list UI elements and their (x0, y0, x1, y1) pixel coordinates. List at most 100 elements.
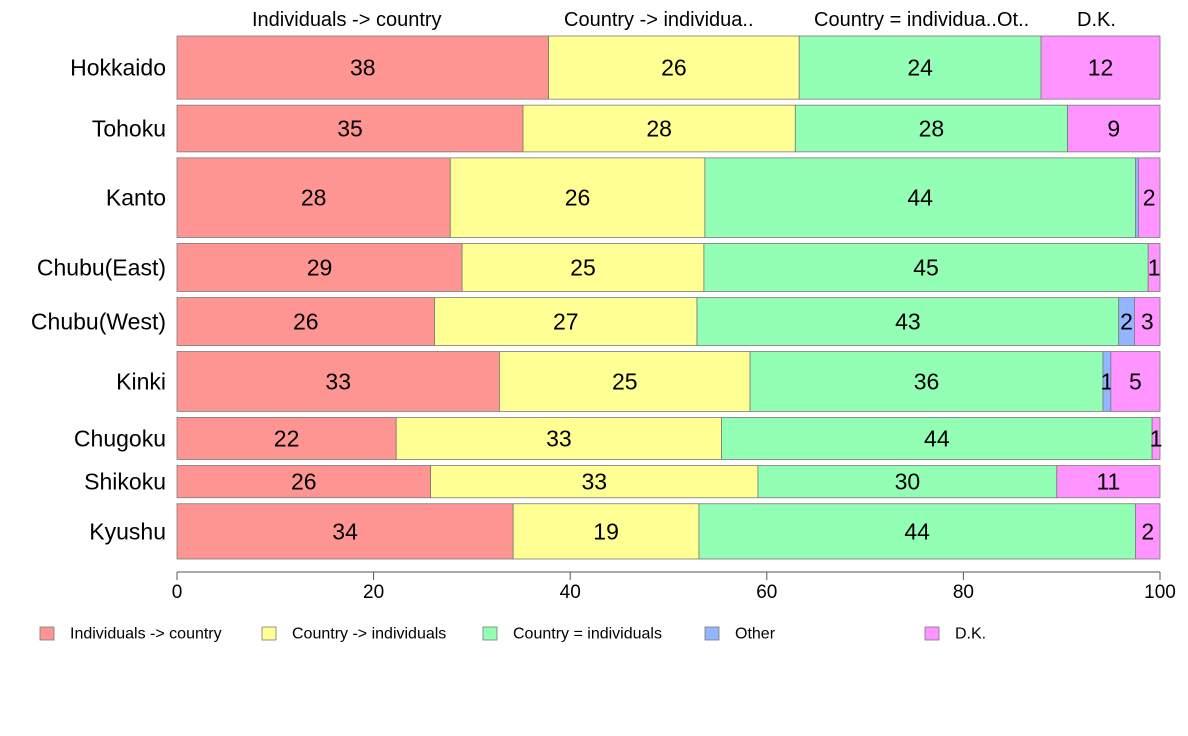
data-label: 25 (612, 368, 638, 394)
bar-segment (176, 465, 432, 499)
legend-label: Individuals -> country (70, 626, 222, 643)
series-header-label: D.K. (1077, 9, 1116, 31)
bar-row-chubu-east-: Chubu(East) 29 25 45 1 (37, 243, 1161, 292)
category-label: Chugoku (74, 425, 166, 451)
legend-item: Country -> individuals (261, 626, 446, 643)
bar-segment (1067, 104, 1161, 153)
data-label: 1 (1150, 425, 1163, 451)
bar-segment (703, 243, 1149, 292)
legend: Individuals -> country Country -> individ… (39, 626, 986, 643)
x-tick-label: 40 (560, 582, 581, 603)
bar-row-kanto: Kanto 28 26 44 2 (106, 157, 1161, 238)
bar-segment (434, 297, 698, 346)
series-header-label: Country = individua.. (814, 9, 997, 31)
legend-swatch (39, 626, 55, 641)
bar-segment (1151, 416, 1161, 460)
bar-segment (176, 351, 500, 412)
legend-item: Other (704, 626, 776, 643)
data-label: 43 (895, 309, 921, 335)
category-label: Hokkaido (70, 55, 166, 81)
legend-label: Country -> individuals (292, 626, 446, 643)
category-label: Shikoku (84, 469, 166, 495)
data-label: 26 (293, 309, 319, 335)
x-tick-label: 20 (363, 582, 384, 603)
data-label: 34 (332, 518, 358, 544)
data-label: 38 (350, 55, 376, 81)
data-label: 9 (1107, 116, 1120, 142)
data-label: 26 (661, 55, 687, 81)
x-tick-label: 100 (1144, 582, 1176, 603)
bar-segment (1137, 157, 1161, 238)
data-label: 44 (924, 425, 950, 451)
series-header-label: Ot.. (997, 9, 1029, 31)
data-label: 29 (307, 254, 333, 280)
bar-segment (512, 503, 700, 560)
category-label: Tohoku (92, 116, 166, 142)
bar-segment (1134, 297, 1161, 346)
data-label: 1 (1148, 254, 1161, 280)
bar-row-hokkaido: Hokkaido 38 26 24 12 (70, 35, 1161, 100)
series-header-label: Country -> individua.. (564, 9, 754, 31)
data-label: 1 (1101, 368, 1114, 394)
data-label: 33 (581, 469, 607, 495)
bar-segment (698, 503, 1136, 560)
bar-segment (461, 243, 705, 292)
bar-segment (499, 351, 751, 412)
bar-segment (1110, 351, 1161, 412)
data-label: 24 (907, 55, 933, 81)
bar-segment (721, 416, 1153, 460)
bar-segment (1135, 503, 1161, 560)
x-tick-label: 60 (756, 582, 777, 603)
bar-segment (522, 104, 796, 153)
legend-label: D.K. (955, 626, 986, 643)
bar-segment (757, 465, 1058, 499)
data-label: 33 (546, 425, 572, 451)
bar-segment (696, 297, 1120, 346)
category-label: Kanto (106, 185, 166, 211)
data-label: 27 (553, 309, 579, 335)
series-header-label: Individuals -> country (252, 9, 442, 31)
category-label: Chubu(West) (31, 309, 166, 335)
data-label: 45 (913, 254, 939, 280)
x-tick-label: 80 (953, 582, 974, 603)
data-label: 2 (1143, 185, 1156, 211)
data-label: 44 (907, 185, 933, 211)
data-label: 5 (1129, 368, 1142, 394)
bar-segment (176, 416, 397, 460)
x-axis: 0 20 40 60 80 100 (172, 571, 1176, 603)
bar-row-kyushu: Kyushu 34 19 44 2 (89, 503, 1161, 560)
data-label: 30 (895, 469, 921, 495)
bar-segment (176, 35, 549, 100)
data-label: 2 (1120, 309, 1133, 335)
data-label: 11 (1096, 469, 1120, 495)
bar-row-shikoku: Shikoku 26 33 30 11 (84, 465, 1161, 499)
legend-swatch (261, 626, 277, 641)
category-label: Kinki (116, 368, 166, 394)
data-label: 26 (565, 185, 591, 211)
data-label: 26 (291, 469, 317, 495)
bar-segment (1135, 157, 1139, 238)
data-label: 12 (1088, 55, 1114, 81)
bar-segment (430, 465, 759, 499)
bar-segment (794, 104, 1068, 153)
legend-item: D.K. (924, 626, 986, 643)
bar-segment (176, 157, 451, 238)
bar-segment (1147, 243, 1161, 292)
bar-row-chubu-west-: Chubu(West) 26 27 43 2 3 (31, 297, 1161, 346)
bar-segment (749, 351, 1104, 412)
data-label: 28 (919, 116, 945, 142)
bar-segment (176, 503, 514, 560)
data-label: 22 (274, 425, 300, 451)
legend-item: Country = individuals (482, 626, 662, 643)
data-label: 2 (1141, 518, 1154, 544)
bar-row-tohoku: Tohoku 35 28 28 9 (92, 104, 1161, 153)
bar-segment (176, 243, 463, 292)
bar-segment (449, 157, 706, 238)
data-label: 33 (325, 368, 351, 394)
legend-swatch (924, 626, 940, 641)
category-label: Chubu(East) (37, 254, 166, 280)
data-label: 3 (1141, 309, 1154, 335)
legend-item: Individuals -> country (39, 626, 222, 643)
